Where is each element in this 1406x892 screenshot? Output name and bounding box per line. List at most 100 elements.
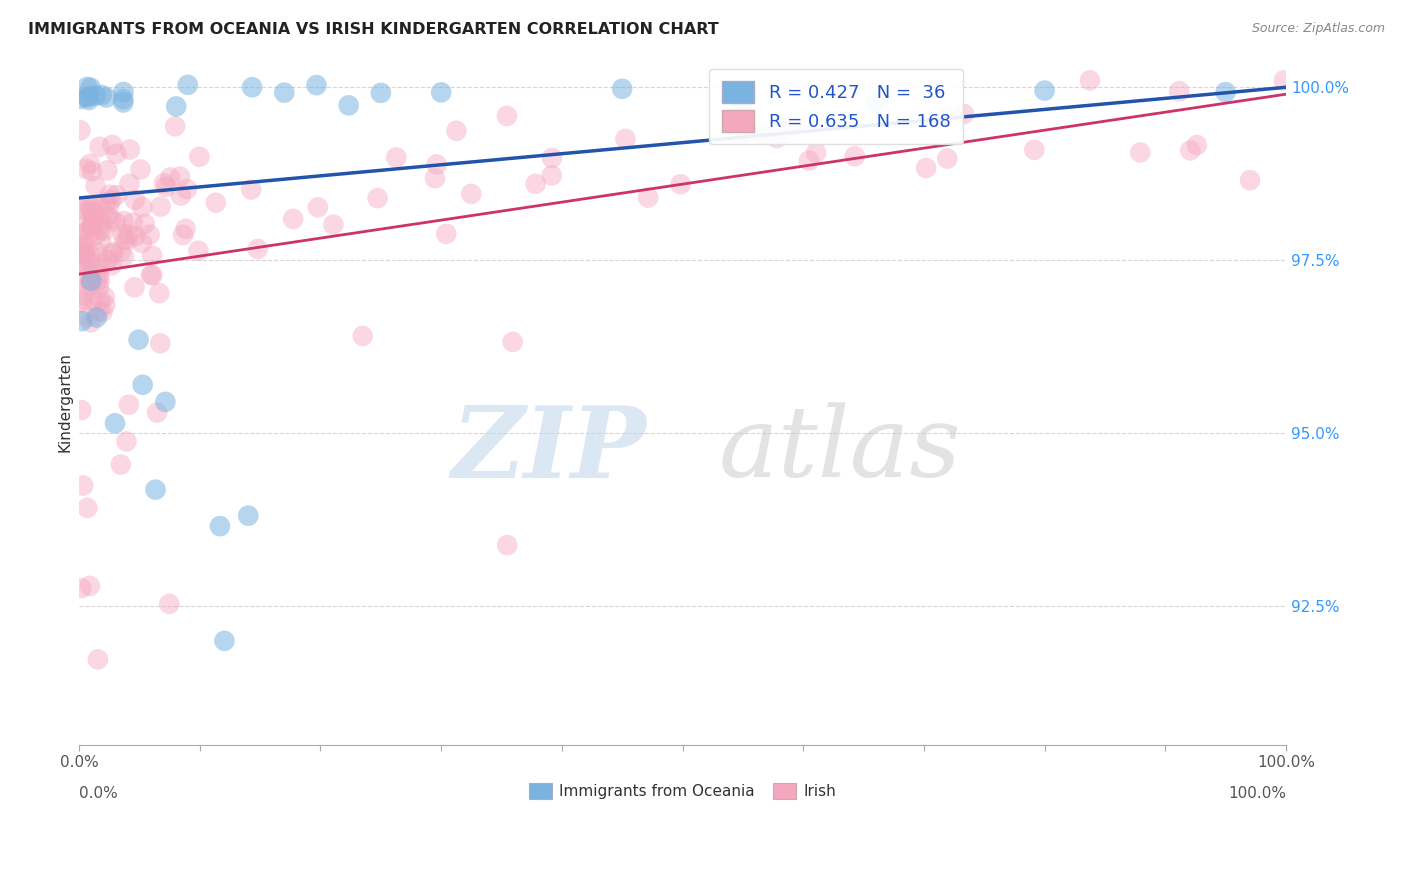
Irish [936,152,959,166]
Irish [80,219,103,234]
Immigrants from Oceania [337,98,360,112]
Irish [460,186,482,201]
Irish [614,132,637,146]
Irish [157,597,180,611]
Immigrants from Oceania [112,85,135,99]
Irish [1024,143,1046,157]
Text: 100.0%: 100.0% [1227,786,1286,801]
Irish [1180,144,1202,158]
Irish [307,200,329,214]
Immigrants from Oceania [69,92,91,106]
Irish [87,268,110,282]
Text: Source: ZipAtlas.com: Source: ZipAtlas.com [1251,22,1385,36]
Irish [496,109,519,123]
Irish [83,209,105,223]
Irish [72,478,94,492]
Irish [844,149,866,163]
Immigrants from Oceania [238,508,260,523]
Irish [83,228,105,243]
Irish [804,145,827,160]
Irish [153,176,176,190]
Irish [118,227,141,242]
Irish [423,171,446,186]
Irish [110,458,132,472]
Irish [134,217,156,231]
Irish [540,169,562,183]
Irish [91,305,114,319]
Immigrants from Oceania [96,90,118,104]
Irish [72,240,94,254]
Immigrants from Oceania [612,82,634,96]
Irish [80,248,103,262]
Irish [87,652,110,666]
Irish [105,188,128,202]
Irish [101,137,124,152]
Irish [96,163,118,178]
Irish [73,247,96,261]
Irish [155,180,177,194]
Text: 0.0%: 0.0% [79,786,118,801]
Irish [77,278,100,293]
Irish [115,434,138,449]
Irish [1185,138,1208,153]
Immigrants from Oceania [145,483,167,497]
Immigrants from Oceania [240,80,263,95]
Irish [1239,173,1261,187]
Text: ZIP: ZIP [451,401,647,499]
Irish [89,201,111,215]
Irish [75,247,97,261]
Irish [70,581,93,595]
Irish [75,235,97,250]
Irish [89,293,111,307]
Irish [69,270,91,285]
Irish [138,227,160,242]
Irish [80,276,103,290]
Immigrants from Oceania [76,79,98,94]
Irish [159,170,181,185]
Irish [765,131,787,145]
Immigrants from Oceania [165,99,187,113]
Irish [1168,84,1191,98]
Text: IMMIGRANTS FROM OCEANIA VS IRISH KINDERGARTEN CORRELATION CHART: IMMIGRANTS FROM OCEANIA VS IRISH KINDERG… [28,22,718,37]
Irish [112,214,135,228]
Immigrants from Oceania [76,90,98,104]
Irish [637,190,659,204]
Irish [124,228,146,243]
Irish [121,216,143,230]
Immigrants from Oceania [77,89,100,103]
Immigrants from Oceania [104,417,127,431]
Irish [86,273,108,287]
Irish [82,293,104,308]
Irish [84,207,107,221]
Irish [89,260,111,274]
Immigrants from Oceania [77,93,100,107]
Irish [69,249,91,263]
Irish [131,200,153,214]
Irish [94,298,117,312]
Irish [91,217,114,231]
Irish [188,150,211,164]
Irish [101,244,124,259]
Irish [84,178,107,193]
Irish [169,169,191,184]
Irish [82,224,104,238]
Irish [669,178,692,192]
Irish [541,151,564,165]
Y-axis label: Kindergarten: Kindergarten [58,352,72,452]
Irish [96,209,118,223]
Immigrants from Oceania [305,78,328,92]
Irish [731,128,754,142]
Irish [70,237,93,252]
Irish [80,315,103,329]
Irish [70,227,93,241]
Irish [105,146,128,161]
Immigrants from Oceania [79,80,101,95]
Irish [104,215,127,229]
Irish [101,246,124,260]
Irish [110,244,132,259]
Irish [1272,73,1295,87]
Irish [69,123,91,137]
Irish [77,261,100,276]
Irish [93,290,115,304]
Irish [72,292,94,306]
